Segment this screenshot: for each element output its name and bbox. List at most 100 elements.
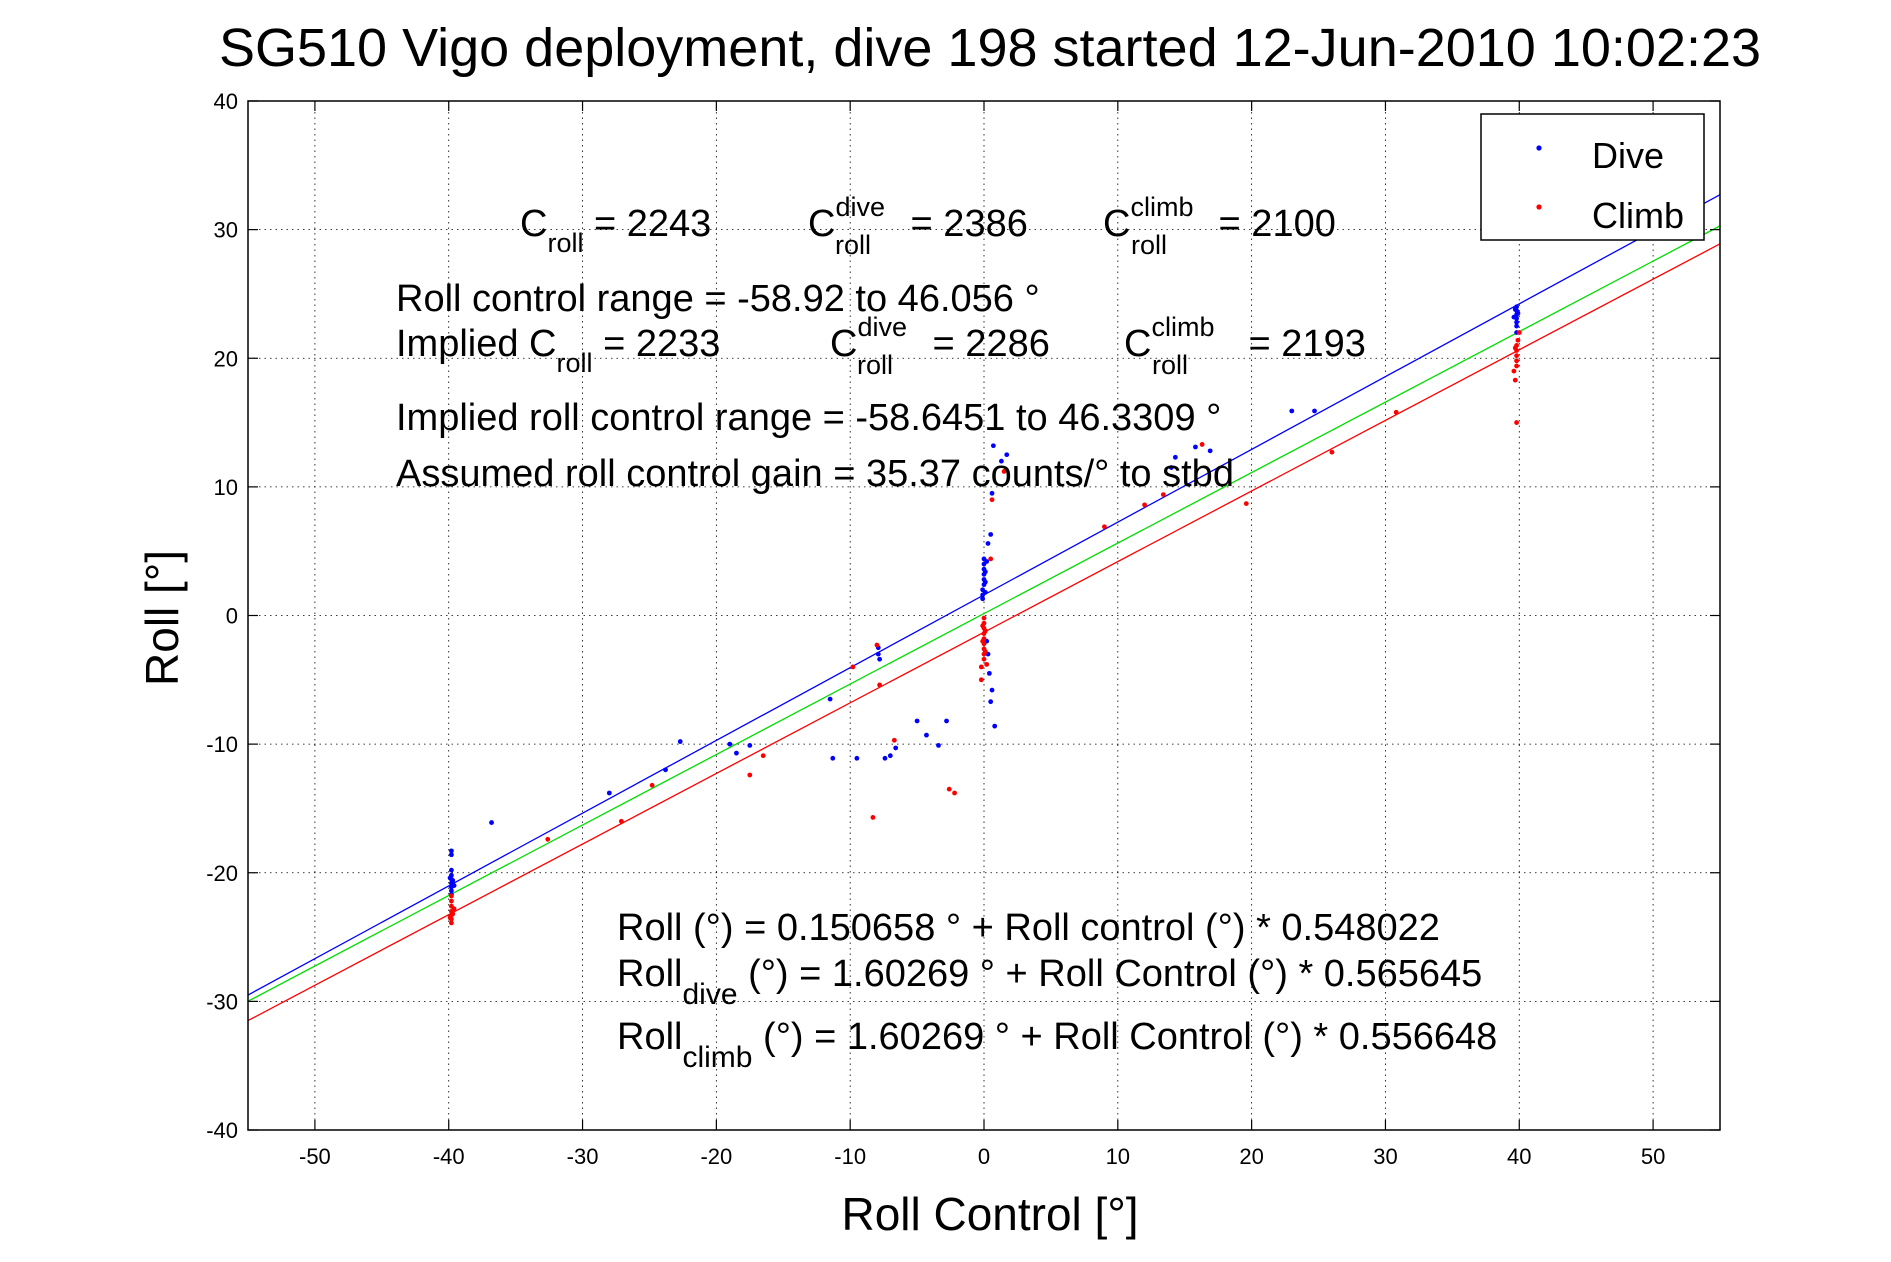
dive-point	[747, 743, 753, 748]
dive-point	[882, 755, 888, 761]
annotation-fit-climb: Rollclimb (°) = 1.60269 ° + Roll Control…	[617, 1016, 1497, 1074]
annotations: Croll = 2243 Cdive roll = 2386 Cclimb roll…	[396, 192, 1497, 1074]
climb-point	[451, 906, 457, 912]
climb-point	[1514, 420, 1519, 425]
climb-point	[952, 790, 957, 796]
y-tick-label: -30	[206, 989, 238, 1014]
y-tick-label: -10	[206, 732, 238, 757]
climb-point	[984, 661, 990, 667]
dive-point	[980, 596, 986, 602]
y-tick-label: 10	[214, 475, 238, 500]
dive-point	[1511, 314, 1517, 320]
dive-point	[854, 755, 860, 761]
climb-point	[760, 753, 766, 759]
dive-point	[924, 732, 929, 738]
dive-point	[982, 579, 988, 585]
x-tick-label: 30	[1373, 1144, 1397, 1169]
climb-point	[988, 556, 994, 562]
annotation-roll-range: Roll control range = -58.92 to 46.056 °	[396, 278, 1040, 320]
legend-climb-label: Climb	[1592, 195, 1684, 236]
annotation-implied-range: Implied roll control range = -58.6451 to…	[396, 397, 1221, 439]
climb-point	[982, 628, 988, 634]
climb-point	[1511, 368, 1517, 374]
annotation-implied-c-roll-dive: Cdive roll = 2286	[830, 312, 1050, 380]
climb-point	[982, 649, 988, 654]
dive-point	[998, 458, 1004, 464]
dive-point	[1193, 444, 1198, 450]
climb-point	[1514, 353, 1519, 359]
legend-dive-marker	[1536, 145, 1542, 151]
climb-point	[877, 682, 883, 688]
dive-point	[489, 820, 494, 825]
annotation-c-roll-climb: Cclimb roll = 2100	[1103, 192, 1336, 260]
climb-point	[649, 782, 655, 788]
climb-point	[850, 664, 856, 670]
climb-point	[1160, 492, 1166, 497]
dive-point	[734, 750, 739, 756]
dive-point	[992, 723, 998, 729]
dive-point	[936, 743, 941, 748]
climb-point	[747, 772, 753, 778]
climb-point	[978, 664, 984, 670]
dive-point	[985, 541, 991, 546]
dive-point	[988, 532, 994, 537]
dive-point	[1512, 306, 1518, 312]
axis-ticks: -50 -40 -30 -20 -10 0 10 20 30 40 50 -40 -30 -20 -10 0 1…	[206, 89, 1720, 1169]
overall-fit-line	[247, 225, 1721, 1002]
annotation-c-roll: Croll = 2243	[520, 203, 711, 258]
x-tick-label: 50	[1641, 1144, 1665, 1169]
climb-point	[449, 893, 454, 899]
dive-point	[1168, 465, 1174, 470]
climb-point	[449, 920, 454, 926]
dive-point	[449, 848, 454, 854]
annotation-gain: Assumed roll control gain = 35.37 counts…	[396, 453, 1234, 495]
dive-point	[827, 696, 833, 702]
climb-point	[980, 623, 986, 629]
climb-point	[989, 497, 995, 503]
x-tick-label: 40	[1507, 1144, 1531, 1169]
dive-point	[986, 670, 992, 676]
x-tick-label: 20	[1239, 1144, 1263, 1169]
chart-title: SG510 Vigo deployment, dive 198 started …	[219, 18, 1761, 78]
climb-point	[1393, 409, 1399, 415]
climb-point	[1001, 469, 1007, 474]
y-tick-label: 40	[214, 89, 238, 114]
climb-point	[1199, 442, 1205, 447]
annotation-implied-c-roll: Implied Croll = 2233	[396, 323, 720, 378]
x-axis-label: Roll Control [°]	[841, 1188, 1138, 1240]
climb-point	[1329, 449, 1335, 455]
x-tick-label: -50	[299, 1144, 331, 1169]
y-axis-label: Roll [°]	[136, 550, 188, 686]
climb-point	[946, 786, 952, 792]
dive-point	[447, 875, 453, 881]
climb-point	[1515, 337, 1521, 343]
dive-point	[877, 656, 883, 662]
climb-point	[1514, 363, 1519, 369]
x-tick-label: -30	[567, 1144, 599, 1169]
climb-point	[978, 677, 984, 683]
dive-point	[606, 790, 612, 796]
dive-point	[887, 753, 893, 759]
dive-point	[663, 767, 668, 773]
dive-point	[989, 490, 995, 496]
y-tick-label: -20	[206, 861, 238, 886]
dive-point	[1312, 408, 1317, 414]
annotation-fit-dive: Rolldive (°) = 1.60269 ° + Roll Control …	[617, 953, 1482, 1011]
data-points	[447, 304, 1522, 926]
dive-point	[988, 699, 994, 705]
y-tick-label: 0	[226, 604, 238, 629]
dive-point	[449, 888, 454, 894]
dive-point	[1514, 323, 1519, 329]
dive-point	[982, 589, 988, 595]
y-tick-label: 30	[214, 218, 238, 243]
dive-point	[1514, 319, 1519, 325]
climb-point	[1142, 502, 1147, 508]
legend-climb-marker	[1536, 204, 1542, 210]
climb-point	[447, 915, 453, 921]
climb-point	[981, 656, 987, 662]
climb-point	[618, 818, 624, 824]
dive-point	[1207, 448, 1213, 454]
legend-box	[1480, 113, 1705, 241]
x-tick-label: -20	[700, 1144, 732, 1169]
